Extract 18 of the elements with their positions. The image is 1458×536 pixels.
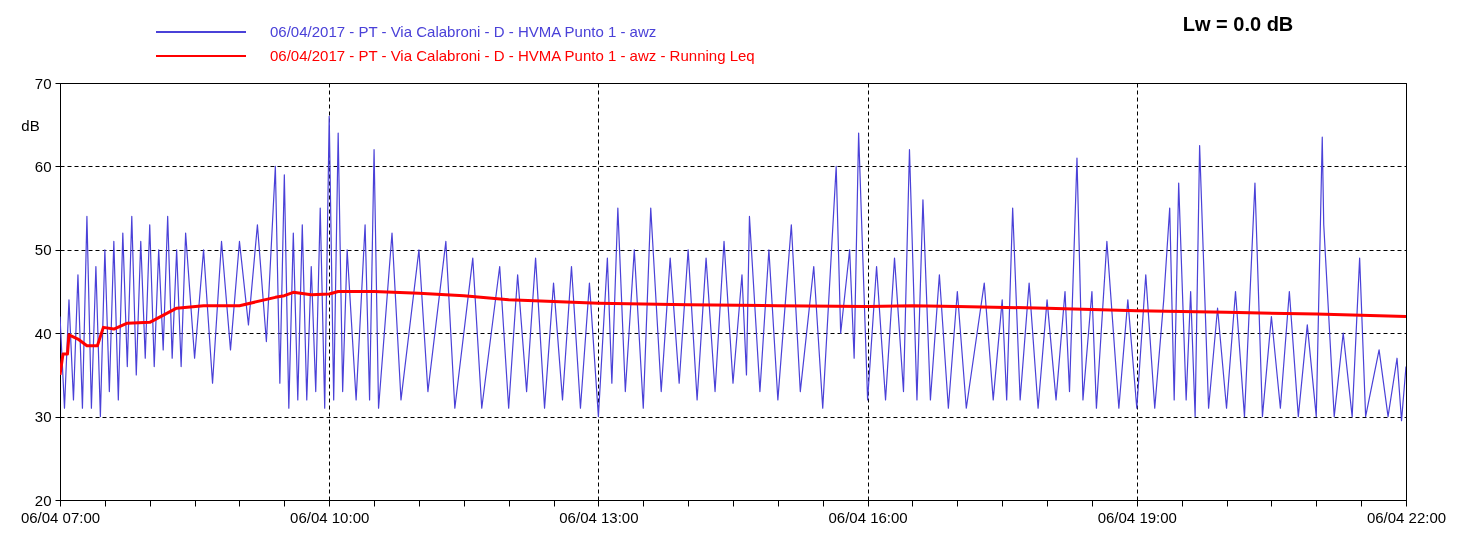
x-tick-label: 06/04 22:00 bbox=[1366, 508, 1447, 526]
text: 06/04/2017 - PT - Via Calabroni - D - HVMA Punto 1 - awz - Running Leq bbox=[270, 47, 755, 64]
y-tick-label: 70 bbox=[34, 74, 52, 92]
y-tick-label: 40 bbox=[34, 324, 52, 342]
text: Lw = 0.0 dB bbox=[1182, 13, 1294, 35]
x-tick-label: 06/04 13:00 bbox=[559, 508, 639, 526]
y-tick-label: 50 bbox=[34, 241, 52, 259]
line-series bbox=[60, 290, 1406, 377]
text: 06/04/2017 - PT - Via Calabroni - D - HVMA Punto 1 - awz bbox=[270, 23, 657, 40]
x-tick-label: 06/04 16:00 bbox=[828, 508, 908, 526]
line-series bbox=[60, 115, 1406, 422]
x-tick-label: 06/04 07:00 bbox=[20, 508, 101, 526]
y-tick-label: 30 bbox=[34, 408, 52, 426]
x-tick-label: 06/04 19:00 bbox=[1097, 508, 1177, 526]
y-tick-label: 20 bbox=[34, 491, 52, 509]
x-tick-label: 06/04 10:00 bbox=[290, 508, 370, 526]
y-tick-label: 60 bbox=[34, 157, 52, 175]
y-axis-title: dB bbox=[21, 116, 40, 134]
